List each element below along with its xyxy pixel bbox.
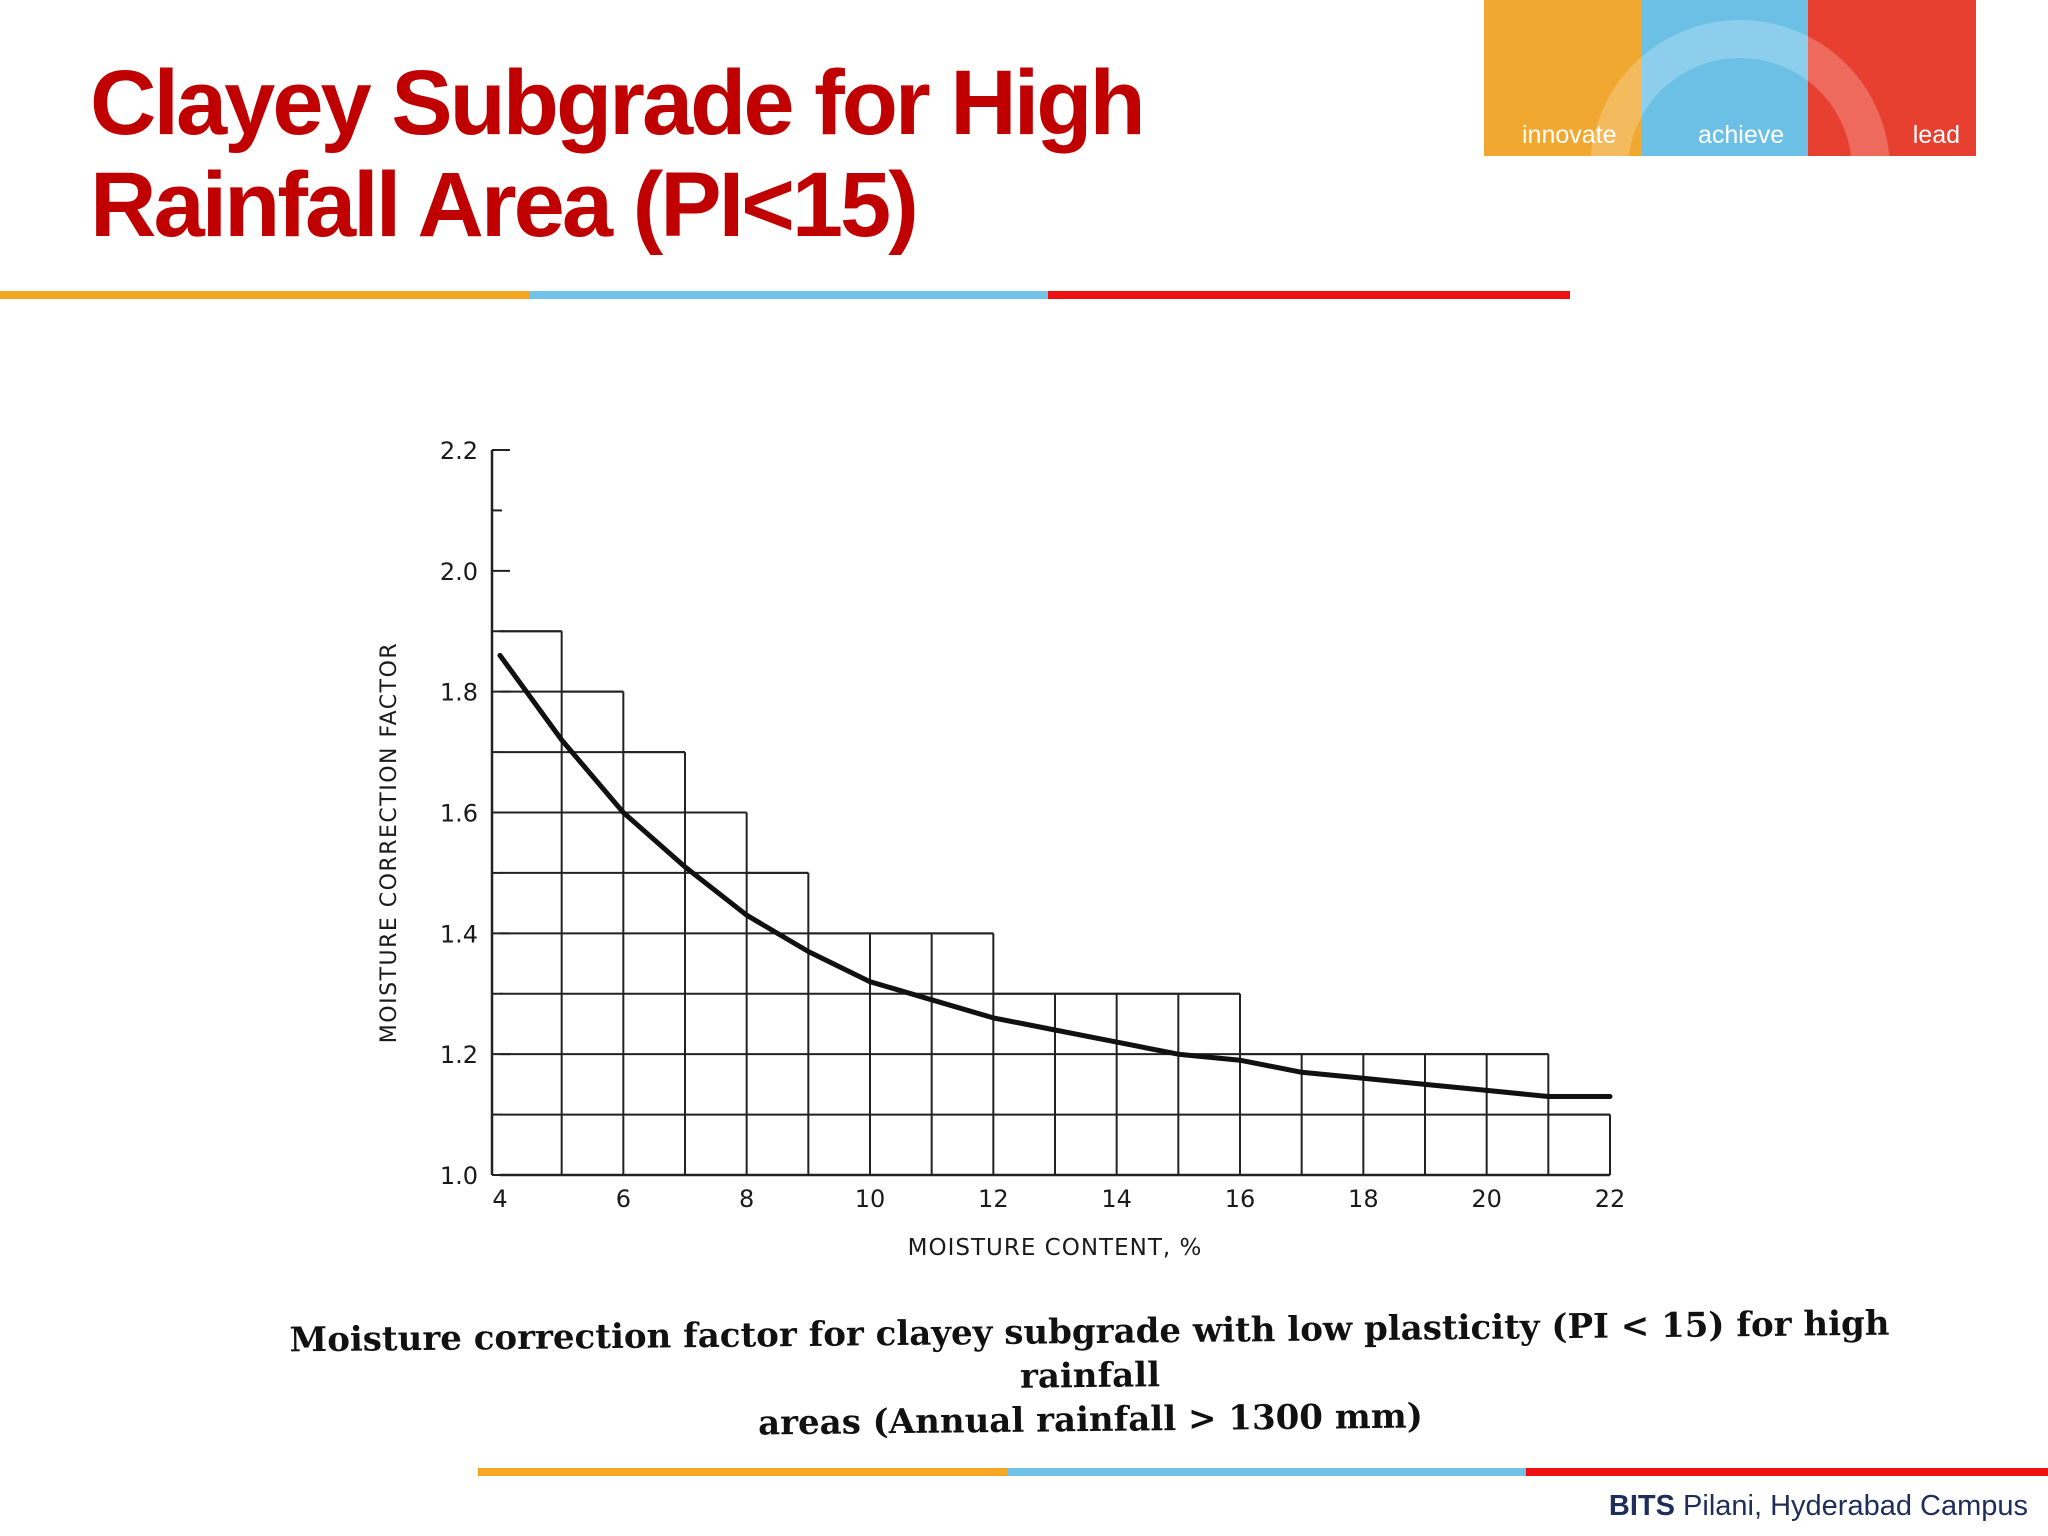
footer-org-rest: Pilani, Hyderabad Campus [1674,1490,2028,1522]
x-tick-label: 22 [1595,1185,1626,1213]
brand-innovate-label: innovate [1522,121,1617,149]
y-tick-label: 2.0 [440,558,478,586]
footer-organization: BITS Pilani, Hyderabad Campus [1609,1490,2028,1523]
y-tick-label: 2.2 [440,437,478,465]
brand-achieve: achieve [1642,0,1808,156]
y-tick-label: 1.2 [440,1041,478,1069]
series-line-moisture-correction [497,652,1613,1099]
x-axis-title: MOISTURE CONTENT, % [908,1235,1203,1261]
x-tick-label: 8 [739,1185,754,1213]
y-axis-title: MOISTURE CORRECTION FACTOR [377,642,402,1043]
y-tick-label: 1.0 [440,1162,478,1190]
x-tick-label: 16 [1225,1185,1256,1213]
slide-title-line-2: Rainfall Area (PI<15) [90,154,919,256]
brand-lead-label: lead [1912,121,1960,149]
slide-title: Clayey Subgrade for High Rainfall Area (… [90,52,1390,256]
x-tick-label: 18 [1348,1185,1379,1213]
slide-title-line-1: Clayey Subgrade for High [90,52,1146,154]
y-tick-label: 1.4 [440,920,478,948]
x-tick-label: 10 [855,1185,886,1213]
brand-lead: lead [1808,0,1976,156]
y-tick-label: 1.8 [440,679,478,707]
footer-divider-red [1526,1468,2048,1476]
moisture-correction-chart: 1.0 1.2 1.4 1.6 1.8 2.0 2.2 4 6 8 10 12 14 16 18 20 22 MO… [377,437,1626,1261]
brand-innovate: innovate [1484,0,1642,156]
header-divider-orange [0,291,530,299]
x-tick-label: 4 [492,1185,507,1213]
x-tick-label: 12 [978,1185,1009,1213]
y-tick-label: 1.6 [440,800,478,828]
x-tick-label: 20 [1471,1185,1502,1213]
footer-org-bold: BITS [1608,1490,1675,1522]
figure-caption: Moisture correction factor for clayey su… [239,1301,1940,1451]
header-divider-blue [530,291,1048,299]
x-tick-label: 14 [1101,1185,1132,1213]
x-tick-label: 6 [616,1185,631,1213]
header-divider-red [1048,291,1570,299]
brand-banner: innovate achieve lead [1484,0,1976,156]
footer-divider-orange [478,1468,1008,1476]
brand-achieve-label: achieve [1698,121,1785,149]
footer-divider-blue [1008,1468,1526,1476]
